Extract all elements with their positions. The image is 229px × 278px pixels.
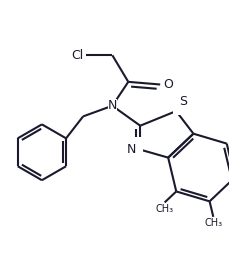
Text: Cl: Cl bbox=[71, 49, 83, 62]
Text: CH₃: CH₃ bbox=[203, 218, 221, 228]
Text: CH₃: CH₃ bbox=[155, 204, 173, 214]
Text: N: N bbox=[107, 99, 117, 112]
Text: N: N bbox=[126, 143, 136, 156]
Text: S: S bbox=[178, 95, 186, 108]
Text: O: O bbox=[162, 78, 172, 91]
